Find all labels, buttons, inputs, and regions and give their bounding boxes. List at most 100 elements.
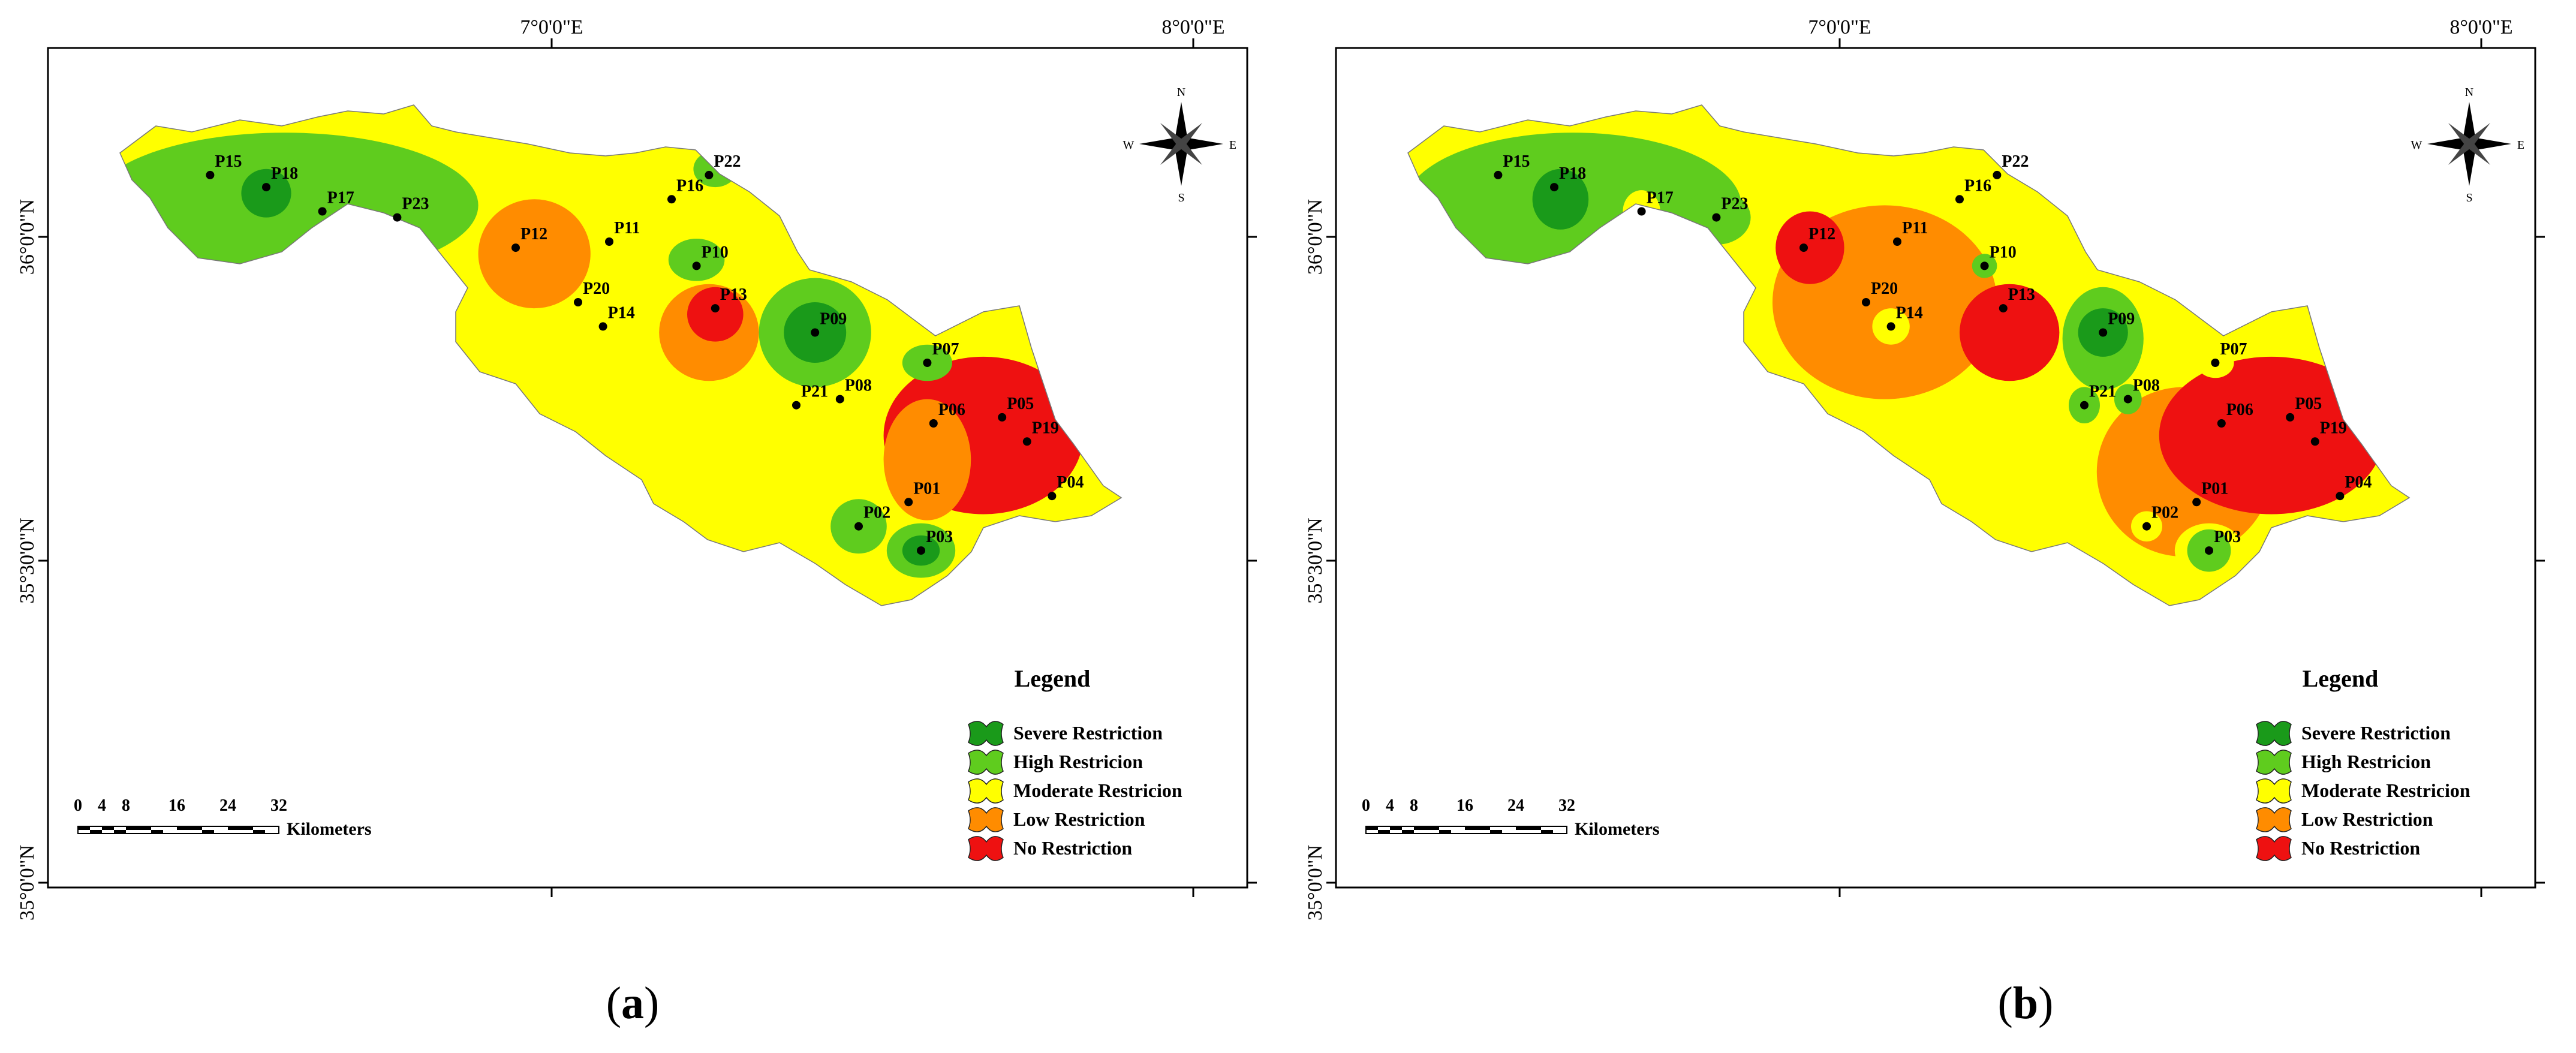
lat-label: 36°0'0"N bbox=[16, 199, 38, 275]
sample-point: P06 bbox=[2217, 401, 2253, 428]
restriction-zone bbox=[241, 169, 291, 218]
sample-point: P06 bbox=[929, 401, 965, 428]
sample-point: P02 bbox=[2142, 504, 2178, 531]
scale-tick-label: 8 bbox=[122, 796, 130, 815]
sample-point: P20 bbox=[1862, 279, 1898, 306]
scale-unit-label: Kilometers bbox=[1575, 819, 1660, 839]
sample-point-marker bbox=[318, 207, 327, 216]
sample-point: P15 bbox=[1494, 152, 1530, 179]
sample-point: P10 bbox=[692, 243, 729, 270]
legend-item: High Restricion bbox=[968, 750, 1143, 775]
scale-bar-segment bbox=[1490, 830, 1502, 834]
sample-point: P13 bbox=[1999, 285, 2035, 313]
sample-point: P23 bbox=[393, 195, 429, 222]
sample-point-marker bbox=[1893, 237, 1901, 246]
scale-tick-label: 16 bbox=[168, 796, 185, 815]
sample-point-label: P04 bbox=[1057, 473, 1084, 492]
sample-point-label: P19 bbox=[1032, 419, 1059, 437]
lon-label: 7°0'0"E bbox=[1808, 16, 1871, 38]
sample-point-label: P22 bbox=[714, 152, 741, 171]
legend-title: Legend bbox=[2303, 665, 2379, 692]
lon-label: 8°0'0"E bbox=[1161, 16, 1224, 38]
legend-label: Low Restriction bbox=[1013, 808, 1145, 830]
restriction-zone bbox=[883, 399, 971, 521]
scale-bar-segment bbox=[1541, 830, 1553, 834]
sample-point: P04 bbox=[2336, 473, 2372, 501]
sample-point-label: P09 bbox=[2108, 310, 2135, 329]
sample-point-label: P17 bbox=[1647, 189, 1674, 207]
sample-point: P04 bbox=[1048, 473, 1084, 501]
scale-unit-label: Kilometers bbox=[287, 819, 372, 839]
scale-tick-label: 32 bbox=[270, 796, 287, 815]
sample-point: P01 bbox=[2192, 479, 2228, 507]
sample-point-marker bbox=[917, 546, 925, 555]
north-arrow-label: W bbox=[2411, 139, 2422, 152]
sample-point-label: P02 bbox=[863, 504, 890, 522]
sample-point: P13 bbox=[711, 285, 747, 313]
sample-point: P19 bbox=[2310, 419, 2347, 446]
legend-item: Low Restriction bbox=[2256, 807, 2433, 832]
lat-label: 36°0'0"N bbox=[1304, 199, 1326, 275]
scale-bar-segment bbox=[177, 826, 202, 830]
scale-bar-segment bbox=[202, 830, 214, 834]
sample-point: P19 bbox=[1022, 419, 1059, 446]
sample-point-marker bbox=[692, 261, 701, 270]
lon-label: 8°0'0"E bbox=[2449, 16, 2512, 38]
sample-point-marker bbox=[1022, 437, 1031, 446]
legend-label: Severe Restriction bbox=[1013, 722, 1163, 744]
sample-point: P05 bbox=[2286, 395, 2322, 422]
sample-point-marker bbox=[1494, 170, 1503, 179]
sample-point-label: P15 bbox=[215, 152, 242, 171]
legend-item: No Restriction bbox=[968, 836, 1132, 861]
sample-point-label: P18 bbox=[1559, 164, 1586, 183]
legend-label: No Restriction bbox=[1013, 837, 1132, 859]
sample-point: P18 bbox=[1550, 164, 1586, 192]
north-arrow-label: S bbox=[1178, 191, 1184, 204]
sample-point-label: P20 bbox=[1871, 279, 1898, 298]
north-arrow-diagonal bbox=[2448, 123, 2490, 165]
restriction-zone bbox=[668, 238, 725, 281]
restriction-zone bbox=[1775, 211, 1844, 284]
scale-tick-label: 4 bbox=[98, 796, 106, 815]
sample-point-label: P12 bbox=[520, 225, 547, 243]
sample-point-marker bbox=[2211, 359, 2220, 367]
sample-point: P02 bbox=[854, 504, 890, 531]
north-arrow-label: W bbox=[1123, 139, 1134, 152]
legend-label: Low Restriction bbox=[2301, 808, 2433, 830]
map-panel-a: 7°0'0"E 8°0'0"E 36°0'0"N 35°30'0"N 35°0'0"N … bbox=[16, 16, 1257, 1028]
zone-base bbox=[120, 105, 1121, 606]
legend-item: Severe Restriction bbox=[2256, 721, 2451, 746]
restriction-zone bbox=[1532, 169, 1589, 230]
region-outline bbox=[1407, 104, 2411, 606]
scale-bar-segment bbox=[114, 830, 126, 834]
region-outline bbox=[119, 104, 1123, 606]
sample-point: P07 bbox=[2211, 340, 2247, 367]
sample-point-marker bbox=[1980, 261, 1989, 270]
sample-point-marker bbox=[792, 401, 801, 410]
sample-point-label: P05 bbox=[2295, 395, 2322, 413]
sample-point: P08 bbox=[835, 377, 872, 404]
sample-point-label: P19 bbox=[2320, 419, 2347, 437]
restriction-zone bbox=[478, 199, 591, 309]
sample-point-label: P07 bbox=[932, 340, 959, 359]
sample-point-label: P07 bbox=[2220, 340, 2247, 359]
sample-point-marker bbox=[854, 522, 863, 531]
sample-point-marker bbox=[711, 304, 720, 313]
sample-point-label: P06 bbox=[938, 401, 965, 419]
north-arrow-label: S bbox=[2466, 191, 2472, 204]
sample-point: P03 bbox=[2205, 528, 2241, 555]
north-arrow-label: N bbox=[1177, 86, 1185, 99]
sample-point: P17 bbox=[1637, 189, 1674, 216]
sample-point-label: P01 bbox=[2201, 479, 2228, 498]
sample-point-marker bbox=[1048, 492, 1057, 501]
sample-point: P09 bbox=[2099, 310, 2135, 337]
sample-point-label: P20 bbox=[583, 279, 610, 298]
sample-point-marker bbox=[2205, 546, 2213, 555]
sample-point-marker bbox=[2217, 419, 2226, 428]
legend-item: Moderate Restricion bbox=[2256, 778, 2470, 804]
sample-point-label: P16 bbox=[1964, 176, 1991, 195]
scale-bar-segment bbox=[1414, 826, 1439, 830]
lat-label: 35°0'0"N bbox=[16, 845, 38, 920]
sample-point-label: P17 bbox=[327, 189, 354, 207]
sample-point-marker bbox=[2123, 395, 2132, 404]
